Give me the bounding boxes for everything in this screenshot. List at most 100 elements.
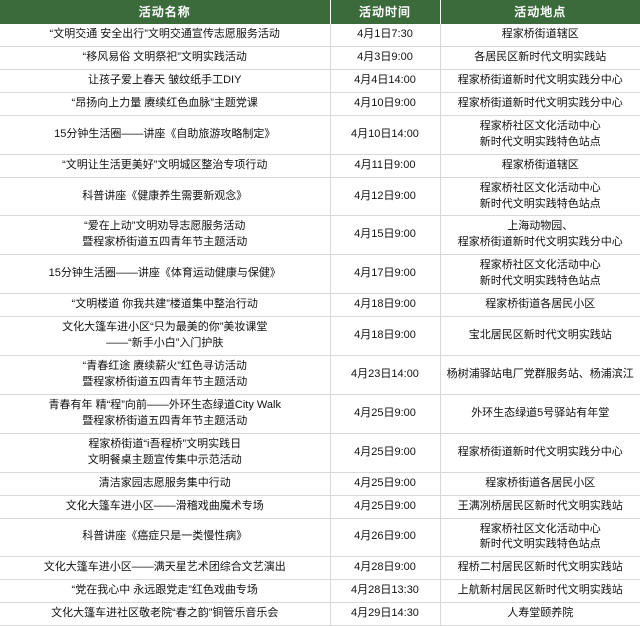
cell-time: 4月29日14:30 bbox=[330, 602, 441, 626]
cell-name: 文化大篷车进社区敬老院“春之韵”铜管乐音乐会 bbox=[0, 602, 331, 626]
cell-line: 新时代文明实践特色站点 bbox=[479, 275, 601, 288]
cell-line: 科普讲座《健康养生需要新观念》 bbox=[82, 189, 248, 202]
cell-name: “文明交通 安全出行”文明交通宣传志愿服务活动 bbox=[0, 24, 331, 47]
cell-line: 王满冽桥居民区新时代文明实践站 bbox=[457, 499, 623, 512]
cell-line: 程家桥街道新时代文明实践分中心 bbox=[457, 445, 623, 458]
cell-place: 程家桥街道辖区 bbox=[440, 24, 640, 47]
cell-line: “移风易俗 文明祭祀”文明实践活动 bbox=[82, 50, 247, 63]
table-row: 程家桥街道“i吾程桥”文明实践日 文明餐桌主题宣传集中示范活动 4月25日9:00 程… bbox=[0, 433, 640, 473]
cell-line: 科普讲座《癌症只是一类慢性病》 bbox=[82, 530, 248, 543]
cell-line: 15分钟生活圈——讲座《自助旅游攻略制定》 bbox=[54, 127, 276, 140]
table-row: 科普讲座《癌症只是一类慢性病》 4月26日9:00 程家桥社区文化活动中心 新时代文明… bbox=[0, 518, 640, 558]
table-row: 青春有年 精“程”向前——外环生态绿道City Walk 暨程家桥街道五四青年节主… bbox=[0, 394, 640, 434]
cell-line: 程桥二村居民区新时代文明实践站 bbox=[457, 561, 623, 574]
table-row: “文明楼道 你我共建”楼道集中整治行动 4月18日9:00 程家桥街道各居民小区 bbox=[0, 293, 640, 318]
cell-time: 4月10日9:00 bbox=[330, 92, 441, 116]
cell-line: 4月10日9:00 bbox=[354, 96, 416, 109]
cell-line: 4月17日9:00 bbox=[354, 267, 416, 280]
cell-time: 4月17日9:00 bbox=[330, 254, 441, 295]
cell-place: 程家桥街道新时代文明实践分中心 bbox=[440, 92, 640, 116]
cell-place: 程家桥社区文化活动中心 新时代文明实践特色站点 bbox=[440, 254, 640, 295]
cell-time: 4月28日13:30 bbox=[330, 579, 441, 604]
cell-line: 清洁家园志愿服务集中行动 bbox=[98, 476, 231, 489]
cell-time: 4月25日9:00 bbox=[330, 472, 441, 496]
cell-line: 文化大篷车进小区——滑稽戏曲魔术专场 bbox=[65, 499, 264, 512]
cell-line: “文明楼道 你我共建”楼道集中整治行动 bbox=[71, 298, 258, 311]
cell-name: 让孩子爱上春天 皱纹纸手工DIY bbox=[0, 69, 331, 93]
cell-time: 4月25日9:00 bbox=[330, 433, 441, 473]
cell-line: 各居民区新时代文明实践站 bbox=[474, 50, 607, 63]
cell-line: “党在我心中 永远跟党走”红色戏曲专场 bbox=[71, 584, 258, 597]
table-row: 文化大篷车进小区“只为最美的你”美妆课堂 ——“新手小白”入门护肤 4月18日9:0… bbox=[0, 316, 640, 356]
cell-name: “昂扬向上力量 赓续红色血脉”主题党课 bbox=[0, 92, 331, 116]
cell-line: 上海动物园、 bbox=[507, 220, 574, 233]
cell-name: 文化大篷车进小区——满天星艺术团综合文艺演出 bbox=[0, 556, 331, 581]
cell-name: “爱在上动”文明劝导志愿服务活动 暨程家桥街道五四青年节主题活动 bbox=[0, 215, 331, 256]
cell-name: “党在我心中 永远跟党走”红色戏曲专场 bbox=[0, 579, 331, 604]
cell-line: 程家桥街道新时代文明实践分中心 bbox=[457, 236, 623, 249]
cell-line: “文明交通 安全出行”文明交通宣传志愿服务活动 bbox=[49, 28, 280, 40]
cell-line: 新时代文明实践特色站点 bbox=[479, 135, 601, 148]
cell-line: 4月3日9:00 bbox=[357, 50, 413, 63]
cell-name: 文化大篷车进小区——滑稽戏曲魔术专场 bbox=[0, 495, 331, 519]
cell-time: 4月25日9:00 bbox=[330, 394, 441, 434]
column-header-activity-name: 活动名称 bbox=[0, 0, 331, 24]
table-row: 让孩子爱上春天 皱纹纸手工DIY 4月4日14:00 程家桥街道新时代文明实践分中心 bbox=[0, 69, 640, 93]
cell-line: 暨程家桥街道五四青年节主题活动 bbox=[82, 414, 248, 427]
cell-line: 程家桥社区文化活动中心 bbox=[479, 259, 601, 272]
cell-name: 程家桥街道“i吾程桥”文明实践日 文明餐桌主题宣传集中示范活动 bbox=[0, 433, 331, 473]
cell-place: 外环生态绿道5号驿站有年堂 bbox=[440, 394, 640, 434]
cell-line: 杨树浦驿站电厂党群服务站、杨浦滨江 bbox=[446, 367, 634, 380]
table-row: 文化大篷车进小区——滑稽戏曲魔术专场 4月25日9:00 王满冽桥居民区新时代文明实… bbox=[0, 495, 640, 519]
table-row: “青春红途 赓续薪火”红色寻访活动 暨程家桥街道五四青年节主题活动 4月23日14:… bbox=[0, 355, 640, 395]
cell-name: “移风易俗 文明祭祀”文明实践活动 bbox=[0, 46, 331, 70]
cell-name: “文明楼道 你我共建”楼道集中整治行动 bbox=[0, 293, 331, 318]
cell-line: 程家桥社区文化活动中心 bbox=[479, 119, 601, 132]
cell-line: 新时代文明实践特色站点 bbox=[479, 197, 601, 210]
cell-time: 4月26日9:00 bbox=[330, 518, 441, 558]
cell-place: 程家桥街道新时代文明实践分中心 bbox=[440, 69, 640, 93]
cell-line: 4月10日14:00 bbox=[351, 127, 419, 140]
cell-line: 程家桥街道“i吾程桥”文明实践日 bbox=[88, 437, 242, 450]
cell-line: 程家桥街道辖区 bbox=[501, 28, 579, 40]
cell-line: ——“新手小白”入门护肤 bbox=[106, 337, 224, 350]
cell-line: 青春有年 精“程”向前——外环生态绿道City Walk bbox=[48, 398, 281, 411]
cell-time: 4月18日9:00 bbox=[330, 293, 441, 318]
cell-line: 程家桥街道辖区 bbox=[501, 158, 579, 171]
cell-line: 宝北居民区新时代文明实践站 bbox=[468, 329, 612, 342]
cell-place: 宝北居民区新时代文明实践站 bbox=[440, 316, 640, 356]
cell-line: 文化大篷车进小区“只为最美的你”美妆课堂 bbox=[62, 321, 268, 334]
table-row: 15分钟生活圈——讲座《自助旅游攻略制定》 4月10日14:00 程家桥社区文化活动… bbox=[0, 115, 640, 155]
table-row: “昂扬向上力量 赓续红色血脉”主题党课 4月10日9:00 程家桥街道新时代文明实践… bbox=[0, 92, 640, 116]
column-header-activity-place: 活动地点 bbox=[440, 0, 640, 24]
cell-place: 王满冽桥居民区新时代文明实践站 bbox=[440, 495, 640, 519]
cell-line: 文化大篷车进社区敬老院“春之韵”铜管乐音乐会 bbox=[51, 607, 279, 620]
table-row: 科普讲座《健康养生需要新观念》 4月12日9:00 程家桥社区文化活动中心 新时代文明… bbox=[0, 177, 640, 217]
cell-line: 4月11日9:00 bbox=[354, 158, 416, 171]
table-header-row: 活动名称 活动时间 活动地点 bbox=[0, 0, 640, 24]
cell-line: 程家桥社区文化活动中心 bbox=[479, 181, 601, 194]
cell-name: “青春红途 赓续薪火”红色寻访活动 暨程家桥街道五四青年节主题活动 bbox=[0, 355, 331, 395]
cell-name: 清洁家园志愿服务集中行动 bbox=[0, 472, 331, 496]
cell-line: 程家桥街道新时代文明实践分中心 bbox=[457, 73, 623, 86]
cell-line: 外环生态绿道5号驿站有年堂 bbox=[471, 406, 610, 419]
cell-time: 4月25日9:00 bbox=[330, 495, 441, 519]
cell-line: “文明让生活更美好”文明城区整治专项行动 bbox=[62, 158, 268, 171]
cell-line: 程家桥街道各居民小区 bbox=[485, 298, 596, 311]
cell-line: 4月12日9:00 bbox=[354, 189, 416, 202]
cell-line: 文化大篷车进小区——满天星艺术团综合文艺演出 bbox=[43, 561, 286, 574]
cell-place: 程家桥社区文化活动中心 新时代文明实践特色站点 bbox=[440, 115, 640, 155]
table-row: 文化大篷车进社区敬老院“春之韵”铜管乐音乐会 4月29日14:30 人寿堂颐养院 bbox=[0, 602, 640, 626]
cell-time: 4月28日9:00 bbox=[330, 556, 441, 581]
cell-line: 暨程家桥街道五四青年节主题活动 bbox=[82, 375, 248, 388]
cell-line: “爱在上动”文明劝导志愿服务活动 bbox=[84, 220, 246, 233]
cell-name: 文化大篷车进小区“只为最美的你”美妆课堂 ——“新手小白”入门护肤 bbox=[0, 316, 331, 356]
cell-time: 4月11日9:00 bbox=[330, 154, 441, 178]
cell-time: 4月12日9:00 bbox=[330, 177, 441, 217]
table-row: “文明交通 安全出行”文明交通宣传志愿服务活动 4月1日7:30 程家桥街道辖区 bbox=[0, 24, 640, 47]
cell-line: 4月29日14:30 bbox=[351, 607, 419, 620]
cell-line: 4月25日9:00 bbox=[354, 406, 416, 419]
cell-line: 4月15日9:00 bbox=[354, 228, 416, 241]
cell-line: 人寿堂颐养院 bbox=[507, 607, 574, 620]
